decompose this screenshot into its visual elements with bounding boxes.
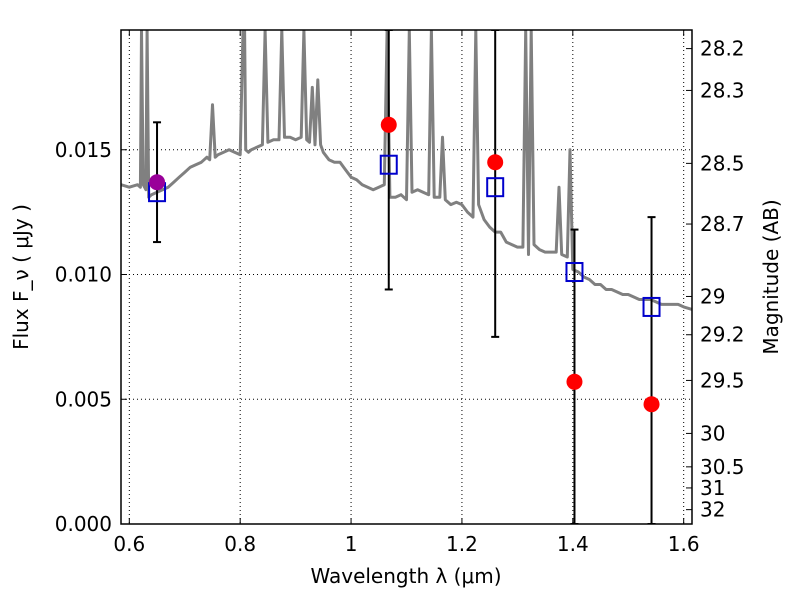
axes: 0.6 0.8 1 1.2 1.4 1.6 0.000 0.005 0.010 0.015 28.2… [55,29,745,556]
y-tick-label: 0.010 [55,263,112,287]
observed-point [487,154,504,171]
x-tick-label: 0.8 [224,532,256,556]
model-spectrum-line [121,30,692,311]
magnitude-tick-label: 29 [700,284,725,308]
magnitude-tick-label: 30 [700,421,725,445]
x-tick-label: 0.6 [113,532,145,556]
axes-frame [120,29,693,525]
magnitude-tick-label: 28.2 [700,37,745,61]
observed-point [566,373,583,390]
y-tick-label: 0.005 [55,387,112,411]
y-tick-label: 0.015 [55,138,112,162]
data-layer [121,30,692,524]
magnitude-tick-label: 32 [700,498,725,522]
magnitude-tick-label: 28.5 [700,151,745,175]
model-photometry-square [565,262,584,283]
x-tick-label: 1.6 [668,532,700,556]
x-tick-label: 1.2 [446,532,478,556]
y-axis-label: Flux F_ν ( μJy ) [9,204,33,350]
model-photometry-square [642,296,661,317]
y-tick-label: 0.000 [55,512,112,536]
observed-point [380,116,397,133]
plot-area-background [121,30,692,524]
magnitude-tick-label: 28.3 [700,78,745,102]
magnitude-tick-label: 29.5 [700,368,745,392]
observed-point [149,174,166,191]
magnitude-tick-label: 28.7 [700,212,745,236]
magnitude-axis-label: Magnitude (AB) [759,199,783,354]
magnitude-tick-label: 31 [700,476,725,500]
x-tick-label: 1 [345,532,358,556]
magnitude-tick-label: 30.5 [700,455,745,479]
observed-point [643,396,660,413]
magnitude-tick-label: 29.2 [700,323,745,347]
x-tick-label: 1.4 [557,532,589,556]
x-axis-label: Wavelength λ (μm) [310,564,501,588]
model-photometry-square [486,177,505,198]
model-photometry-square [379,154,398,175]
